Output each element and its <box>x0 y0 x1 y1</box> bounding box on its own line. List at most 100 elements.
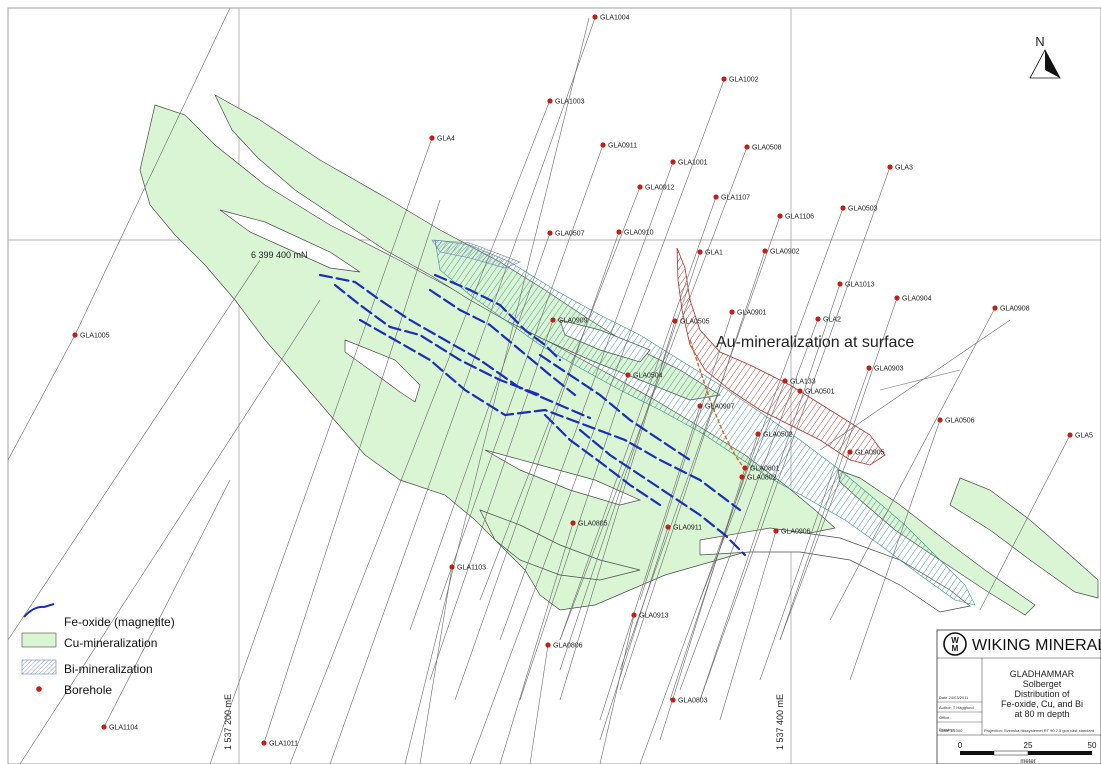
borehole-marker[interactable]: GLA0803 <box>670 697 708 705</box>
borehole-marker[interactable]: GLA0805 <box>570 520 608 528</box>
borehole-dot[interactable] <box>429 135 435 141</box>
borehole-marker[interactable]: GLA0913 <box>631 612 669 620</box>
borehole-marker[interactable]: GLA1003 <box>547 98 585 106</box>
borehole-dot[interactable] <box>637 184 643 190</box>
borehole-dot[interactable] <box>762 248 768 254</box>
borehole-marker[interactable]: GLA4 <box>429 135 455 143</box>
borehole-marker[interactable]: GLA0502 <box>755 431 793 439</box>
borehole-dot[interactable] <box>777 213 783 219</box>
borehole-dot[interactable] <box>670 697 676 703</box>
borehole-marker[interactable]: GLA5 <box>1067 432 1093 440</box>
borehole-dot[interactable] <box>721 76 727 82</box>
borehole-marker[interactable]: GLA0801 <box>742 465 780 473</box>
borehole-marker[interactable]: GLA0907 <box>697 403 735 411</box>
borehole-dot[interactable] <box>744 144 750 150</box>
borehole-marker[interactable]: GLA0904 <box>894 295 932 303</box>
borehole-marker[interactable]: GLA0910 <box>616 229 654 237</box>
trace <box>639 207 844 764</box>
borehole-marker[interactable]: GLA0911 <box>665 524 702 532</box>
borehole-dot[interactable] <box>72 332 78 338</box>
borehole-label: GLA0803 <box>678 698 708 705</box>
borehole-marker[interactable]: GLA0806 <box>545 642 583 650</box>
borehole-marker[interactable]: GLA0908 <box>992 305 1030 313</box>
borehole-dot[interactable] <box>815 316 821 322</box>
borehole-marker[interactable]: GLA0901 <box>729 309 767 317</box>
borehole-dot[interactable] <box>887 164 893 170</box>
trace <box>619 250 766 691</box>
borehole-marker[interactable]: GLA1011 <box>261 740 298 748</box>
borehole-marker[interactable]: GLA1103 <box>449 564 486 572</box>
borehole-marker[interactable]: GLA133 <box>782 378 816 386</box>
borehole-dot[interactable] <box>837 281 843 287</box>
borehole-marker[interactable]: GLA0501 <box>797 388 835 396</box>
borehole-marker[interactable]: GLA1001 <box>670 159 708 167</box>
borehole-marker[interactable]: GLA1013 <box>837 281 875 289</box>
borehole-dot[interactable] <box>697 403 703 409</box>
borehole-dot[interactable] <box>600 142 606 148</box>
borehole-dot[interactable] <box>937 417 943 423</box>
easting-label-right: 1 537 400 mE <box>775 694 785 750</box>
borehole-dot[interactable] <box>773 528 779 534</box>
legend-fe-oxide: Fe-oxide (magnetite) <box>64 615 175 629</box>
borehole-marker[interactable]: GLA0906 <box>773 528 811 536</box>
north-arrow[interactable]: N <box>1029 34 1061 79</box>
borehole-marker[interactable]: GLA1005 <box>72 332 110 340</box>
borehole-dot[interactable] <box>697 249 703 255</box>
borehole-marker[interactable]: GLA0912 <box>637 184 675 192</box>
borehole-marker[interactable]: GLA0507 <box>547 230 585 238</box>
borehole-marker[interactable]: GLA0903 <box>866 365 904 373</box>
borehole-dot[interactable] <box>840 205 846 211</box>
borehole-dot[interactable] <box>261 740 267 746</box>
borehole-dot[interactable] <box>992 305 998 311</box>
borehole-dot[interactable] <box>755 431 761 437</box>
borehole-dot[interactable] <box>847 449 853 455</box>
borehole-marker[interactable]: GLA0503 <box>840 205 878 213</box>
borehole-marker[interactable]: GLA0911 <box>600 142 637 150</box>
borehole-marker[interactable]: GLA0504 <box>625 372 663 380</box>
borehole-dot[interactable] <box>101 724 107 730</box>
borehole-marker[interactable]: GLA0505 <box>672 318 710 326</box>
borehole-dot[interactable] <box>547 98 553 104</box>
borehole-dot[interactable] <box>672 318 678 324</box>
borehole-marker[interactable]: GLA0802 <box>739 474 777 482</box>
borehole-dot[interactable] <box>739 474 745 480</box>
borehole-marker[interactable]: GLA0902 <box>762 248 800 256</box>
borehole-marker[interactable]: GLA1106 <box>777 213 814 221</box>
borehole-marker[interactable]: GLA0909 <box>550 317 588 325</box>
borehole-dot[interactable] <box>545 642 551 648</box>
borehole-marker[interactable]: GLA0508 <box>744 144 782 152</box>
au-zone-label: Au-mineralization at surface <box>716 334 914 351</box>
borehole-dot[interactable] <box>665 524 671 530</box>
borehole-dot[interactable] <box>670 159 676 165</box>
borehole-dot[interactable] <box>894 295 900 301</box>
borehole-dot[interactable] <box>570 520 576 526</box>
borehole-dot[interactable] <box>631 612 637 618</box>
borehole-marker[interactable]: GLA0506 <box>937 417 975 425</box>
borehole-dot[interactable] <box>866 365 872 371</box>
borehole-dot[interactable] <box>592 14 598 20</box>
borehole-marker[interactable]: GLA0905 <box>847 449 885 457</box>
borehole-dot[interactable] <box>550 317 556 323</box>
borehole-marker[interactable]: GLA2 <box>815 316 841 324</box>
borehole-marker[interactable]: GLA1104 <box>101 724 138 732</box>
borehole-dot[interactable] <box>782 378 788 384</box>
borehole-dot[interactable] <box>547 230 553 236</box>
borehole-marker[interactable]: GLA1002 <box>721 76 759 84</box>
borehole-dot[interactable] <box>797 388 803 394</box>
borehole-marker[interactable]: GLA3 <box>887 164 913 172</box>
borehole-label: GLA4 <box>437 136 455 143</box>
borehole-dot[interactable] <box>625 372 631 378</box>
borehole-dot[interactable] <box>616 229 622 235</box>
borehole-dot[interactable] <box>713 194 719 200</box>
borehole-dot[interactable] <box>449 564 455 570</box>
borehole-marker[interactable]: GLA1 <box>697 249 723 257</box>
borehole-label: GLA0907 <box>705 404 735 411</box>
borehole-dot[interactable] <box>729 309 735 315</box>
borehole-dot[interactable] <box>1067 432 1073 438</box>
borehole-dot[interactable] <box>742 465 748 471</box>
trace <box>849 419 941 681</box>
borehole-label: GLA0503 <box>848 206 878 213</box>
borehole-marker[interactable]: GLA1004 <box>592 14 630 22</box>
borehole-label: GLA0806 <box>553 643 583 650</box>
borehole-marker[interactable]: GLA1107 <box>713 194 750 202</box>
